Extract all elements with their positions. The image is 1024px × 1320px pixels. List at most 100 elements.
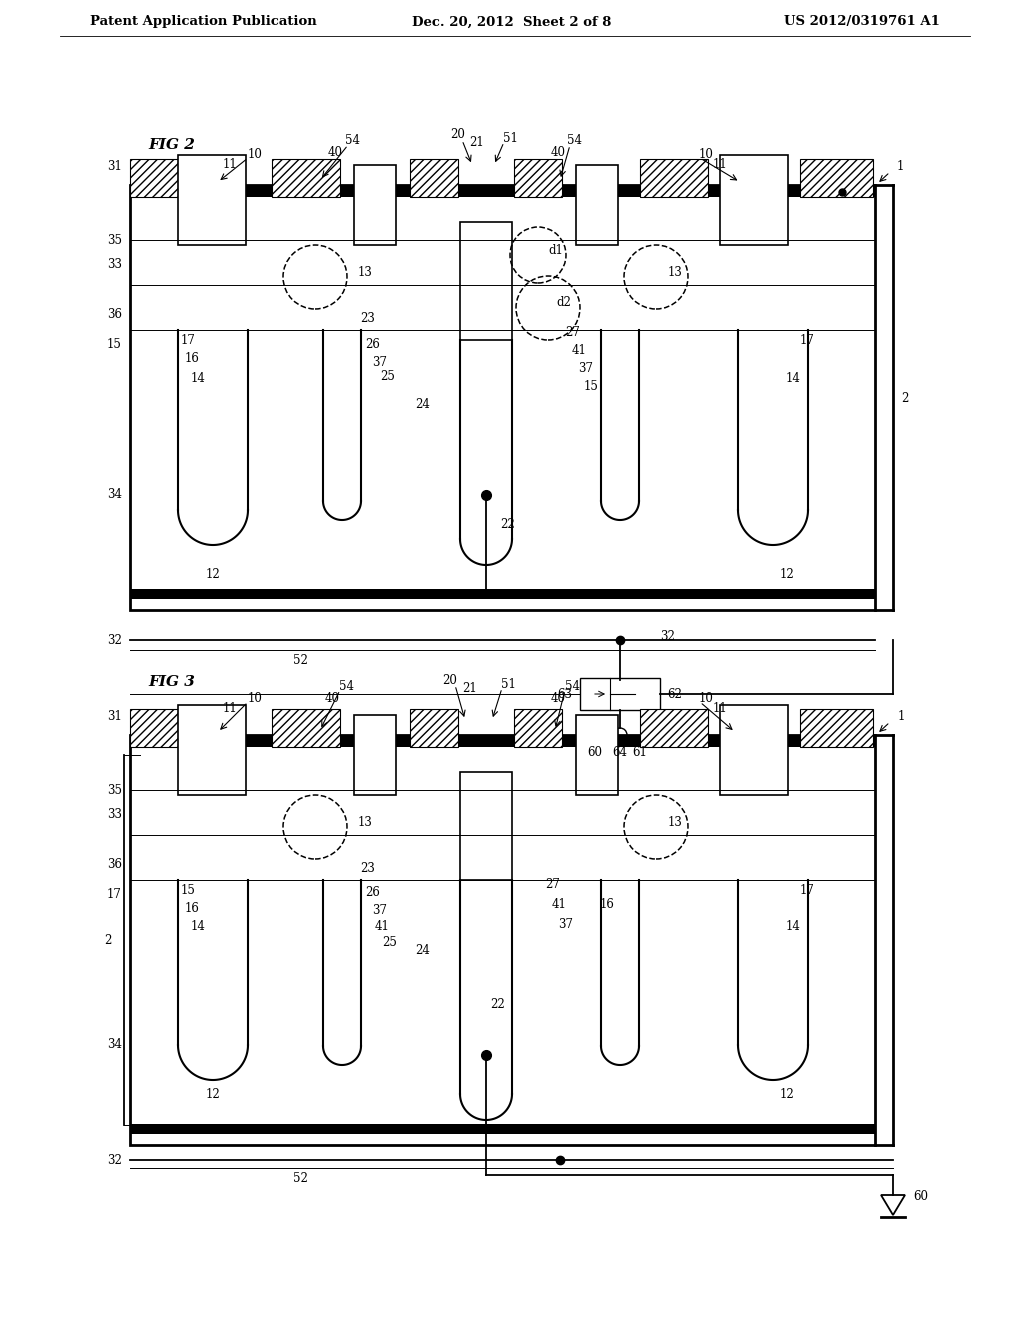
Text: 24: 24 bbox=[415, 944, 430, 957]
Text: 52: 52 bbox=[293, 653, 307, 667]
Text: FIG 2: FIG 2 bbox=[148, 139, 195, 152]
Text: 40: 40 bbox=[551, 692, 565, 705]
Bar bbox=[272, 709, 340, 747]
Text: 27: 27 bbox=[565, 326, 580, 338]
Text: 35: 35 bbox=[106, 784, 122, 796]
Text: 54: 54 bbox=[345, 133, 360, 147]
Bar bbox=[514, 709, 562, 747]
Text: 15: 15 bbox=[180, 883, 195, 896]
Text: US 2012/0319761 A1: US 2012/0319761 A1 bbox=[784, 16, 940, 29]
Text: 2: 2 bbox=[901, 392, 908, 404]
Text: 12: 12 bbox=[206, 1089, 220, 1101]
Text: 21: 21 bbox=[463, 681, 477, 694]
Text: 12: 12 bbox=[780, 1089, 795, 1101]
Bar bbox=[575, 165, 618, 246]
Text: 37: 37 bbox=[372, 903, 387, 916]
Text: 37: 37 bbox=[578, 362, 593, 375]
Text: 23: 23 bbox=[360, 862, 375, 874]
Text: 32: 32 bbox=[108, 1154, 122, 1167]
Text: 20: 20 bbox=[442, 675, 458, 688]
Text: 51: 51 bbox=[503, 132, 517, 144]
Bar bbox=[720, 705, 788, 795]
Text: 2: 2 bbox=[104, 933, 112, 946]
Text: 26: 26 bbox=[365, 338, 380, 351]
Text: 26: 26 bbox=[365, 886, 380, 899]
Bar bbox=[130, 735, 874, 747]
Text: 14: 14 bbox=[786, 371, 801, 384]
Text: 20: 20 bbox=[451, 128, 466, 141]
Text: 12: 12 bbox=[206, 569, 220, 582]
Bar bbox=[130, 185, 874, 610]
Bar bbox=[130, 158, 178, 197]
Text: 15: 15 bbox=[584, 380, 599, 392]
Text: 36: 36 bbox=[106, 309, 122, 322]
Text: 32: 32 bbox=[108, 634, 122, 647]
Text: 14: 14 bbox=[190, 920, 205, 932]
Text: 14: 14 bbox=[190, 371, 205, 384]
Text: 41: 41 bbox=[375, 920, 390, 933]
Text: d1: d1 bbox=[548, 243, 563, 256]
Text: 22: 22 bbox=[490, 998, 505, 1011]
Text: 13: 13 bbox=[668, 817, 683, 829]
Text: 17: 17 bbox=[800, 883, 815, 896]
Text: 16: 16 bbox=[185, 351, 200, 364]
Text: 13: 13 bbox=[358, 817, 373, 829]
Bar bbox=[178, 154, 246, 246]
Text: 17: 17 bbox=[108, 888, 122, 902]
Bar bbox=[410, 158, 458, 197]
Text: 16: 16 bbox=[185, 902, 200, 915]
Text: 52: 52 bbox=[293, 1172, 307, 1184]
Text: 24: 24 bbox=[415, 399, 430, 412]
Text: 40: 40 bbox=[328, 145, 342, 158]
Text: 27: 27 bbox=[545, 879, 560, 891]
Text: 63: 63 bbox=[557, 688, 572, 701]
Text: 10: 10 bbox=[698, 148, 714, 161]
Text: 25: 25 bbox=[382, 936, 397, 949]
Text: 34: 34 bbox=[106, 1039, 122, 1052]
Text: 33: 33 bbox=[106, 808, 122, 821]
Bar bbox=[580, 678, 660, 710]
Text: 54: 54 bbox=[564, 680, 580, 693]
Text: 10: 10 bbox=[248, 148, 262, 161]
Text: 60: 60 bbox=[588, 746, 602, 759]
Bar bbox=[354, 165, 396, 246]
Bar bbox=[130, 735, 874, 1144]
Text: 64: 64 bbox=[612, 746, 628, 759]
Text: 11: 11 bbox=[222, 157, 238, 170]
Text: 17: 17 bbox=[180, 334, 195, 346]
Text: 10: 10 bbox=[698, 692, 714, 705]
Bar bbox=[800, 709, 873, 747]
Text: 14: 14 bbox=[786, 920, 801, 932]
Bar bbox=[460, 222, 512, 341]
Text: 1: 1 bbox=[898, 710, 905, 723]
Text: 35: 35 bbox=[106, 234, 122, 247]
Bar bbox=[130, 589, 874, 599]
Bar bbox=[640, 709, 708, 747]
Text: 61: 61 bbox=[633, 746, 647, 759]
Text: 12: 12 bbox=[780, 569, 795, 582]
Text: 31: 31 bbox=[108, 710, 122, 723]
Text: 34: 34 bbox=[106, 488, 122, 502]
Text: 32: 32 bbox=[660, 630, 675, 643]
Text: 11: 11 bbox=[713, 701, 727, 714]
Text: FIG 3: FIG 3 bbox=[148, 675, 195, 689]
Text: 40: 40 bbox=[325, 692, 340, 705]
Bar bbox=[720, 154, 788, 246]
Polygon shape bbox=[881, 1195, 905, 1214]
Text: 51: 51 bbox=[501, 677, 515, 690]
Text: 25: 25 bbox=[380, 370, 395, 383]
Bar bbox=[410, 709, 458, 747]
Bar bbox=[130, 1125, 874, 1134]
Bar bbox=[800, 158, 873, 197]
Text: 41: 41 bbox=[572, 343, 587, 356]
Text: 37: 37 bbox=[372, 355, 387, 368]
Text: 40: 40 bbox=[551, 145, 565, 158]
Bar bbox=[178, 705, 246, 795]
Bar bbox=[460, 772, 512, 880]
Text: 11: 11 bbox=[222, 701, 238, 714]
Text: 13: 13 bbox=[358, 267, 373, 280]
Text: 41: 41 bbox=[552, 899, 567, 912]
Text: 21: 21 bbox=[470, 136, 484, 149]
Text: 15: 15 bbox=[108, 338, 122, 351]
Text: d2: d2 bbox=[556, 296, 570, 309]
